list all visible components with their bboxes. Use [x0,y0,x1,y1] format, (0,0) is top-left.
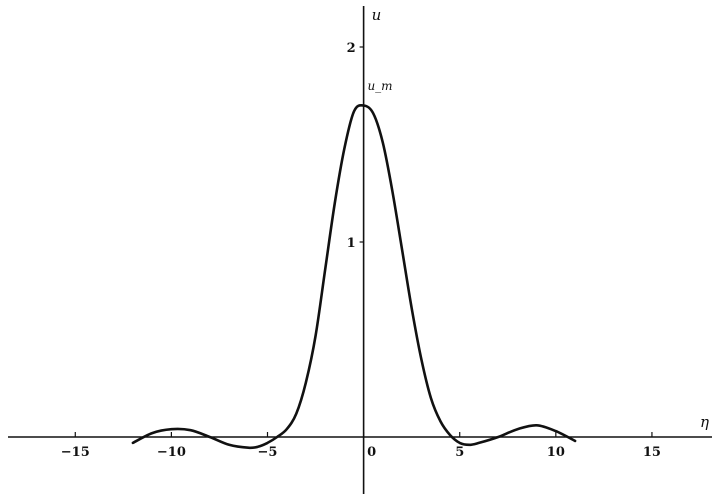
series-group [131,103,577,450]
x-tick-label: −5 [258,445,278,460]
annotations: u_m [367,79,392,93]
x-tick-label: 10 [547,445,565,460]
series-line [131,103,577,450]
x-tick-label: 5 [455,445,464,460]
y-ticks: 12 [347,41,364,251]
annotation-label: u_m [367,79,392,93]
y-tick-label: 2 [347,41,356,56]
x-tick-label: −10 [157,445,186,460]
x-tick-label: 15 [643,445,661,460]
x-tick-label: −15 [61,445,90,460]
x-ticks: −15 −10 −5 0 5 10 15 [61,432,661,460]
y-tick-label: 1 [347,236,356,251]
y-axis-label: u [372,6,382,24]
x-tick-label: 0 [367,445,376,460]
x-axis-label: η [700,413,709,431]
